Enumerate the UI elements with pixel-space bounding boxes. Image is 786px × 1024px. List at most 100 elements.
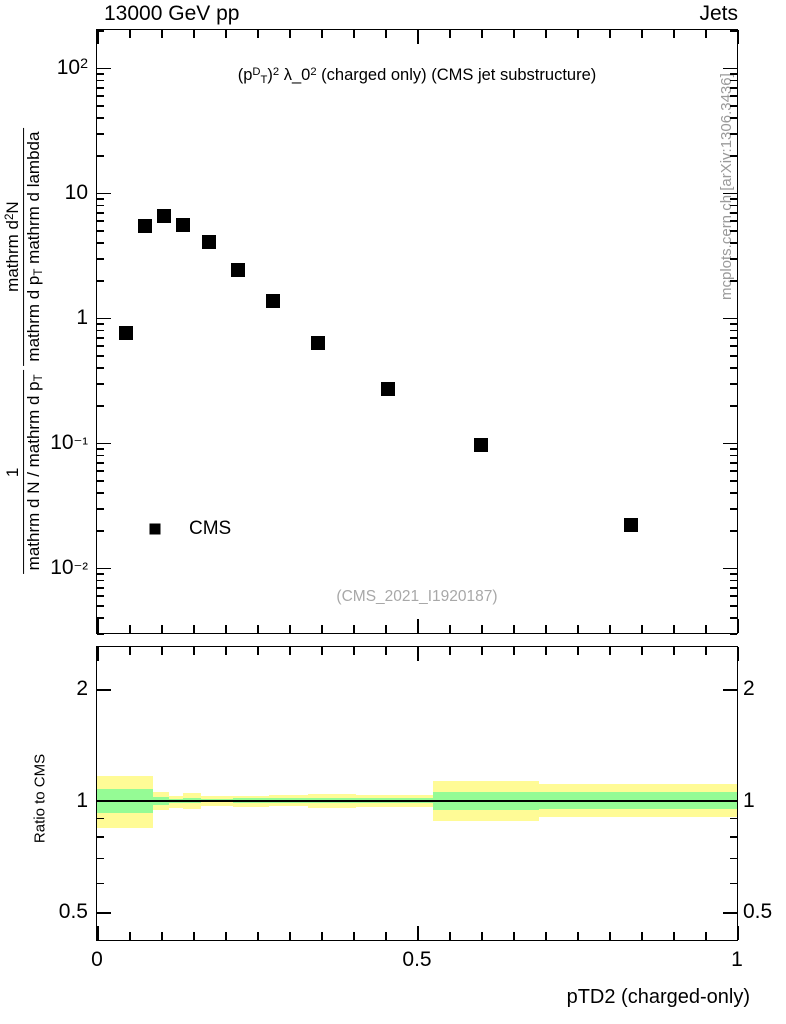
y-tick-main <box>97 633 104 635</box>
y-tick-ratio-right <box>723 689 737 691</box>
x-tick-main-bottom <box>481 625 483 633</box>
x-tick-ratio-bottom <box>353 932 355 940</box>
y-tick-main <box>97 79 104 82</box>
y-tick-main <box>97 105 104 107</box>
data-point-marker <box>381 381 396 396</box>
y-tick-main-right <box>730 73 737 75</box>
y-tick-main <box>97 132 104 135</box>
credit-watermark: mcplots.cern.ch [arXiv:1306.3436] <box>718 73 735 300</box>
x-tick-main-top <box>737 30 739 44</box>
x-tick-main-top <box>481 30 483 38</box>
x-tick-main-top <box>609 30 611 38</box>
data-point-marker <box>138 219 152 234</box>
y-tick-main <box>97 345 104 347</box>
x-tick-ratio-top <box>257 647 259 655</box>
y-tick-label: 102 <box>56 55 88 79</box>
y-tick-ratio-right <box>723 911 737 914</box>
y-tick-main-right <box>730 323 737 325</box>
x-tick-main-bottom <box>353 625 355 633</box>
y-tick-ratio-right <box>730 857 737 860</box>
y-tick-ratio-right <box>723 800 737 803</box>
y-tick-main <box>97 454 104 457</box>
y-tick-main <box>97 117 104 119</box>
y-tick-ratio <box>97 911 111 914</box>
y-tick-ratio <box>97 857 104 860</box>
y-tick-main-right <box>730 86 737 89</box>
y-axis-prefix-fraction: 1 mathrm d N / mathrm d pT <box>3 370 45 575</box>
y-tick-main-right <box>723 442 737 445</box>
x-tick-ratio-top <box>129 647 131 655</box>
plot-title-text: (pDT)2 λ_02 (charged only) (CMS jet subs… <box>238 66 597 86</box>
y-tick-ratio <box>97 882 104 885</box>
x-tick-ratio-bottom <box>193 932 195 940</box>
y-tick-main-right <box>730 280 737 282</box>
y-tick-main <box>97 587 104 589</box>
y-tick-main-right <box>730 117 737 119</box>
x-tick-main-bottom <box>289 625 291 633</box>
y-tick-main-right <box>730 617 737 619</box>
x-tick-main-bottom <box>161 625 163 633</box>
y-axis-den: mathrm d pT mathrm d lambda <box>23 127 45 366</box>
x-tick-ratio-bottom <box>481 932 483 940</box>
y-tick-main <box>97 617 104 619</box>
title-part-rest: (charged only) (CMS jet substructure) <box>316 66 597 85</box>
x-axis-title: pTD2 (charged-only) <box>566 986 750 1008</box>
y-tick-main <box>97 317 111 320</box>
main-plot-frame <box>96 29 738 634</box>
y-tick-main-right <box>730 155 737 157</box>
title-part-close-sup: 2 <box>272 66 280 78</box>
x-tick-main-bottom <box>545 625 547 633</box>
y-tick-main-right <box>730 454 737 457</box>
x-tick-main-bottom <box>449 625 451 633</box>
y-tick-main-right <box>730 492 737 494</box>
data-point-marker <box>624 517 639 532</box>
y-tick-main <box>97 95 104 97</box>
x-tick-main-top <box>353 30 355 38</box>
y-tick-main-right <box>730 382 737 385</box>
x-tick-main-top <box>705 30 707 38</box>
y-axis-main-fraction: mathrm d2N mathrm d pT mathrm d lambda <box>3 127 45 366</box>
y-tick-ratio <box>97 800 111 803</box>
x-tick-main-top <box>97 30 99 44</box>
y-axis-num: mathrm d2N <box>3 201 23 292</box>
x-tick-label: 1 <box>731 948 743 971</box>
x-tick-ratio-bottom <box>705 932 707 940</box>
y-tick-main-right <box>730 367 737 369</box>
x-tick-main-bottom <box>225 625 227 633</box>
x-tick-main-top <box>641 30 643 38</box>
y-tick-main <box>97 355 104 357</box>
x-tick-main-bottom <box>737 619 739 633</box>
y-tick-main-right <box>730 257 737 260</box>
y-tick-main <box>97 280 104 282</box>
y-tick-main-right <box>730 461 737 464</box>
y-tick-main-right <box>730 79 737 82</box>
x-tick-ratio-bottom <box>289 932 291 940</box>
x-tick-ratio-bottom <box>673 932 675 940</box>
x-tick-ratio-top <box>161 647 163 655</box>
x-tick-ratio-bottom <box>577 932 579 940</box>
x-tick-main-bottom <box>513 625 515 633</box>
x-tick-ratio-bottom <box>545 932 547 940</box>
y-tick-ratio-right <box>730 836 737 839</box>
y-tick-main-right <box>730 336 737 339</box>
ratio-y-tick-label-left: 1 <box>76 788 88 812</box>
x-tick-ratio-bottom <box>225 932 227 940</box>
x-tick-ratio-bottom <box>449 932 451 940</box>
x-tick-main-top <box>193 30 195 38</box>
x-tick-main-top <box>513 30 515 38</box>
y-tick-label: 10⁻² <box>50 555 88 579</box>
x-tick-ratio-top <box>641 647 643 655</box>
x-tick-ratio-top <box>97 647 99 661</box>
y-tick-label: 10 <box>64 180 88 204</box>
y-axis-prefix-num: 1 <box>3 467 23 478</box>
x-tick-main-top <box>129 30 131 38</box>
x-tick-ratio-top <box>385 647 387 655</box>
x-tick-main-top <box>577 30 579 38</box>
y-tick-ratio <box>97 817 104 820</box>
y-tick-main <box>97 595 104 597</box>
y-tick-main-right <box>730 507 737 510</box>
x-tick-main-bottom <box>641 625 643 633</box>
x-tick-ratio-bottom <box>257 932 259 940</box>
x-tick-main-bottom <box>385 625 387 633</box>
data-point-marker <box>176 218 191 233</box>
